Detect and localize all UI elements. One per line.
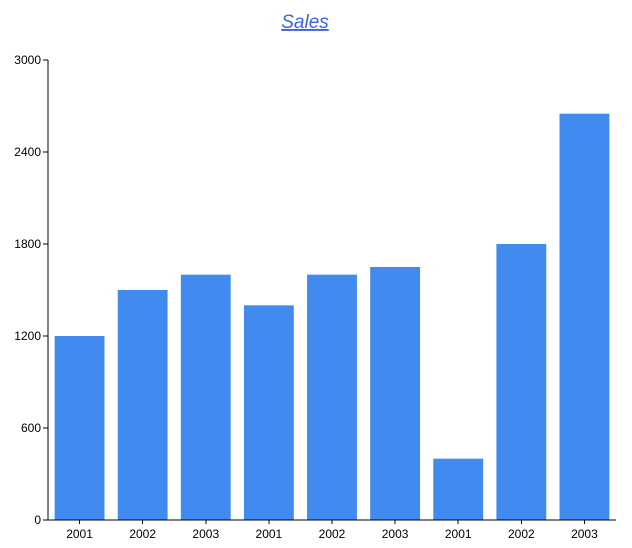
chart-title: Sales: [281, 12, 329, 33]
y-tick-label: 0: [34, 513, 41, 527]
x-tick-label: 2002: [508, 527, 535, 541]
bar: [54, 336, 105, 520]
x-tick-label: 2003: [382, 527, 409, 541]
x-tick-label: 2003: [192, 527, 219, 541]
y-tick-label: 3000: [14, 53, 41, 67]
bar: [117, 290, 168, 520]
y-tick-label: 2400: [14, 145, 41, 159]
bar: [496, 244, 547, 520]
bar: [307, 274, 357, 520]
x-tick-label: 2002: [129, 527, 156, 541]
bar: [370, 267, 421, 520]
x-tick-label: 2002: [319, 527, 346, 541]
bar: [180, 274, 231, 520]
x-tick-label: 2001: [445, 527, 472, 541]
y-axis-ticks: 0 600 1200 1800 2400 3000: [14, 53, 48, 527]
bar: [559, 113, 610, 521]
y-tick-label: 1200: [14, 329, 41, 343]
bar: [433, 458, 484, 520]
y-tick-label: 600: [21, 421, 41, 435]
x-tick-label: 2001: [256, 527, 283, 541]
bars-group: [54, 113, 610, 521]
y-tick-label: 1800: [14, 237, 41, 251]
bar: [243, 305, 294, 520]
x-tick-label: 2001: [66, 527, 93, 541]
x-tick-label: 2003: [571, 527, 598, 541]
x-axis-ticks: 2001 2002 2003 2001 2002 2003 2001 2002 2003: [66, 520, 598, 541]
